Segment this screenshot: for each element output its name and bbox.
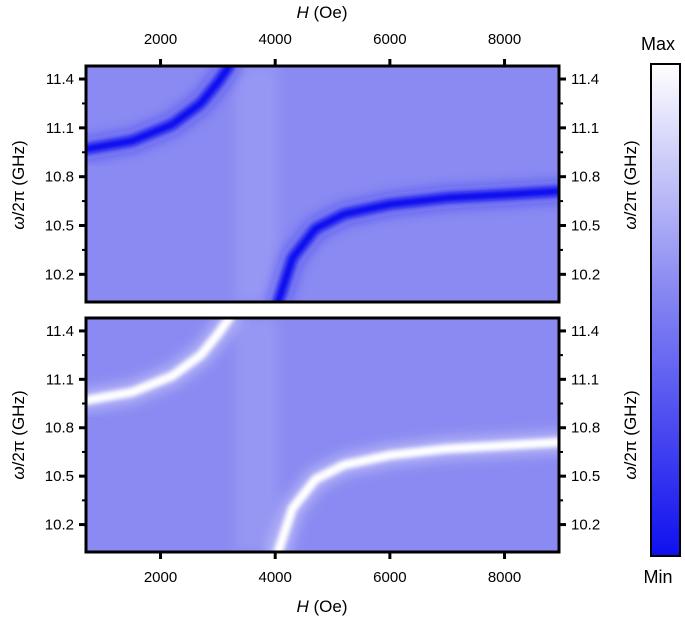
y-tick-label-right: 10.5: [571, 468, 600, 485]
y-tick-label-right: 10.2: [571, 266, 600, 283]
x-axis-title-bottom: H (Oe): [296, 597, 347, 616]
y-axis-title-bottom-right: ω/2π (GHz): [621, 390, 640, 479]
x-tick-label: 4000: [259, 31, 292, 48]
colorbar-max-label: Max: [641, 34, 675, 54]
y-tick-label-left: 11.1: [46, 120, 74, 137]
y-tick-label-left: 10.5: [45, 218, 74, 235]
y-tick-label-right: 11.1: [571, 120, 599, 137]
x-tick-label: 2000: [144, 569, 177, 586]
y-tick-label-right: 11.4: [571, 71, 599, 88]
y-tick-label-right: 10.8: [571, 420, 600, 437]
panel-top-plot-area: [86, 66, 559, 302]
panel-frame: [84, 64, 561, 304]
colorbar: [650, 63, 681, 557]
y-tick-label-left: 11.1: [46, 371, 74, 388]
y-axis-title-bottom-left: ω/2π (GHz): [9, 390, 28, 479]
y-axis-title-top-left: ω/2π (GHz): [9, 140, 28, 229]
panel-bottom-plot-area: [86, 318, 559, 552]
x-tick-label: 6000: [373, 569, 406, 586]
branch-0: [86, 318, 234, 405]
y-axis-title-top-right: ω/2π (GHz): [621, 140, 640, 229]
y-tick-label-left: 11.4: [46, 71, 74, 88]
y-tick-label-left: 10.8: [45, 420, 74, 437]
branch-1: [273, 186, 559, 302]
panel-background: [86, 318, 559, 552]
panel-frame: [84, 316, 561, 554]
heatmap-panels: 10.2 10.2 10.5 10.5 10.8 10.8 11.1 11.1 11.4 11.4…: [45, 31, 600, 586]
colorbar-min-label: Min: [643, 567, 672, 587]
x-tick-label: 6000: [373, 31, 406, 48]
y-tick-label-right: 11.1: [571, 371, 599, 388]
y-tick-label-right: 10.5: [571, 218, 600, 235]
panel-top: 10.2 10.2 10.5 10.5 10.8 10.8 11.1 11.1 11.4 11.4…: [45, 31, 600, 304]
y-tick-label-right: 10.8: [571, 169, 600, 186]
anticrossing-shade: [235, 318, 279, 552]
anticrossing-shade: [235, 66, 279, 302]
y-tick-label-left: 10.2: [45, 266, 74, 283]
y-tick-label-left: 10.5: [45, 468, 74, 485]
x-tick-label: 2000: [144, 31, 177, 48]
y-tick-label-left: 10.8: [45, 169, 74, 186]
y-tick-label-right: 11.4: [571, 323, 599, 340]
x-tick-label: 8000: [488, 569, 521, 586]
x-tick-label: 8000: [488, 31, 521, 48]
y-tick-label-right: 10.2: [571, 517, 600, 534]
panel-background: [86, 66, 559, 302]
x-tick-label: 4000: [259, 569, 292, 586]
branch-1: [273, 437, 559, 552]
x-axis-title-top: H (Oe): [296, 3, 347, 22]
y-tick-label-left: 10.2: [45, 517, 74, 534]
branch-0: [86, 66, 234, 154]
y-tick-label-left: 11.4: [46, 323, 74, 340]
panel-bottom: 10.2 10.2 10.5 10.5 10.8 10.8 11.1 11.1 11.4 11.4…: [45, 316, 600, 586]
